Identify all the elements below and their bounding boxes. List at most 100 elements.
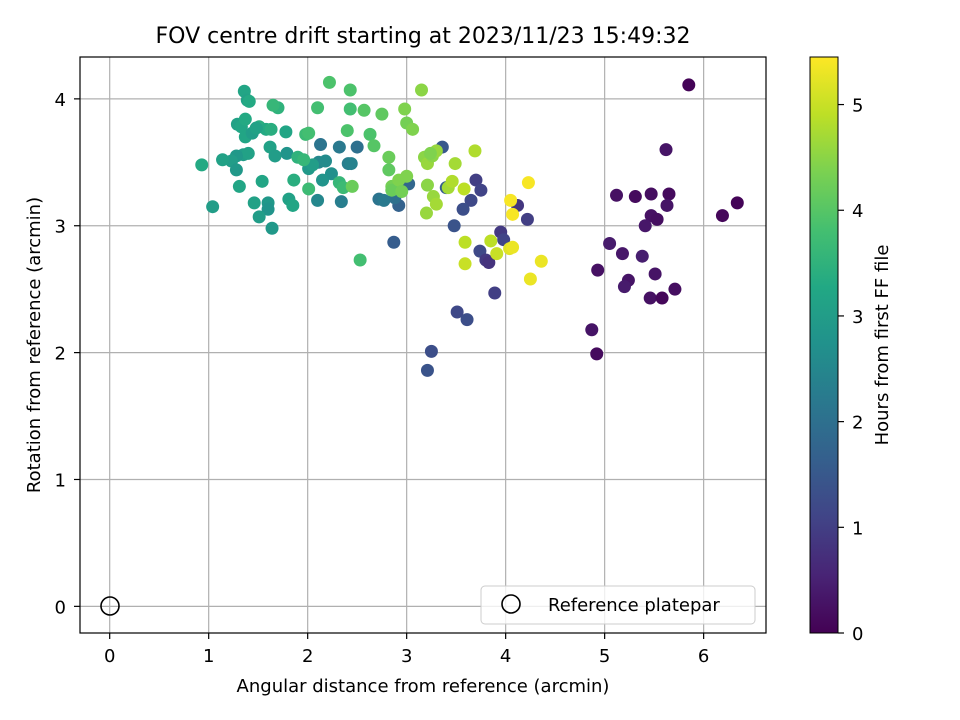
data-point	[615, 247, 629, 261]
data-point	[458, 257, 472, 271]
y-tick-label: 4	[55, 90, 66, 111]
data-point	[247, 196, 261, 210]
data-point	[445, 174, 459, 188]
data-point	[648, 267, 662, 281]
data-point	[484, 234, 498, 248]
data-point	[387, 235, 401, 249]
colorbar	[809, 56, 839, 634]
data-point	[382, 150, 396, 164]
data-point	[420, 178, 434, 192]
data-point	[468, 144, 482, 158]
data-point	[311, 193, 325, 207]
legend-box	[480, 585, 756, 625]
data-point	[265, 221, 279, 235]
data-point	[488, 286, 502, 300]
data-point	[643, 291, 657, 305]
data-point	[424, 344, 438, 358]
data-point	[311, 101, 325, 115]
data-point	[406, 122, 420, 136]
x-tick-label: 2	[302, 646, 313, 667]
data-point	[482, 256, 496, 270]
data-point	[297, 153, 311, 167]
data-point	[457, 182, 471, 196]
data-point	[279, 125, 293, 139]
data-point	[255, 174, 269, 188]
data-point	[314, 138, 328, 152]
data-point	[474, 183, 488, 197]
data-point	[395, 184, 409, 198]
x-tick-label: 3	[401, 646, 412, 667]
legend: Reference platepar	[480, 585, 756, 625]
data-point	[343, 83, 357, 97]
data-point	[460, 313, 474, 327]
data-point	[448, 157, 462, 171]
data-point	[628, 190, 642, 204]
reference-marker	[100, 596, 120, 616]
colorbar-tick-label: 0	[852, 624, 863, 645]
data-point	[316, 173, 330, 187]
data-point	[638, 219, 652, 233]
data-point	[655, 291, 669, 305]
data-point	[357, 103, 371, 117]
data-point	[644, 187, 658, 201]
data-point	[385, 183, 399, 197]
colorbar-tick-label: 5	[852, 96, 863, 117]
data-point	[660, 198, 674, 212]
data-point	[377, 193, 391, 207]
data-point	[591, 263, 605, 277]
y-tick-label: 2	[55, 344, 66, 365]
data-point	[521, 176, 535, 190]
colorbar-tick-label: 3	[852, 307, 863, 328]
chart-title: FOV centre drift starting at 2023/11/23 …	[156, 24, 691, 49]
data-point	[617, 280, 631, 294]
data-point	[603, 237, 617, 251]
data-point	[450, 305, 464, 319]
data-point	[345, 179, 359, 193]
colorbar-tick-label: 2	[852, 413, 863, 434]
data-point	[534, 254, 548, 268]
data-point	[318, 154, 332, 168]
data-point	[715, 209, 729, 223]
data-point	[730, 196, 744, 210]
data-point	[659, 143, 673, 157]
data-point	[506, 207, 520, 221]
data-point	[264, 122, 278, 136]
colorbar-tick-label: 1	[852, 518, 863, 539]
data-point	[280, 146, 294, 160]
data-point	[469, 173, 483, 187]
x-tick-label: 6	[698, 646, 709, 667]
data-point	[363, 127, 377, 141]
data-point	[585, 323, 599, 337]
data-point	[668, 282, 682, 296]
data-point	[302, 182, 316, 196]
y-tick-label: 1	[55, 470, 66, 491]
data-point	[382, 163, 396, 177]
plot-frame	[79, 56, 767, 634]
data-point	[504, 193, 518, 207]
data-point	[287, 173, 301, 187]
data-point	[520, 212, 534, 226]
data-point	[464, 193, 478, 207]
data-point	[261, 202, 275, 216]
data-point	[506, 240, 520, 254]
data-point	[334, 195, 348, 209]
data-point	[490, 247, 504, 261]
data-point	[252, 210, 266, 224]
y-tick-label: 0	[55, 597, 66, 618]
data-point	[343, 102, 357, 116]
data-point	[229, 163, 243, 177]
data-point	[423, 146, 437, 160]
x-tick-label: 4	[500, 646, 511, 667]
y-axis-label: Rotation from reference (arcmin)	[24, 197, 45, 493]
x-tick-label: 1	[203, 646, 214, 667]
data-point	[206, 200, 220, 214]
data-point	[635, 249, 649, 263]
data-point	[353, 253, 367, 267]
data-point	[232, 179, 246, 193]
data-point	[322, 75, 336, 89]
legend-label: Reference platepar	[548, 595, 720, 616]
data-point	[398, 102, 412, 116]
data-point	[268, 149, 282, 163]
data-point	[344, 157, 358, 171]
